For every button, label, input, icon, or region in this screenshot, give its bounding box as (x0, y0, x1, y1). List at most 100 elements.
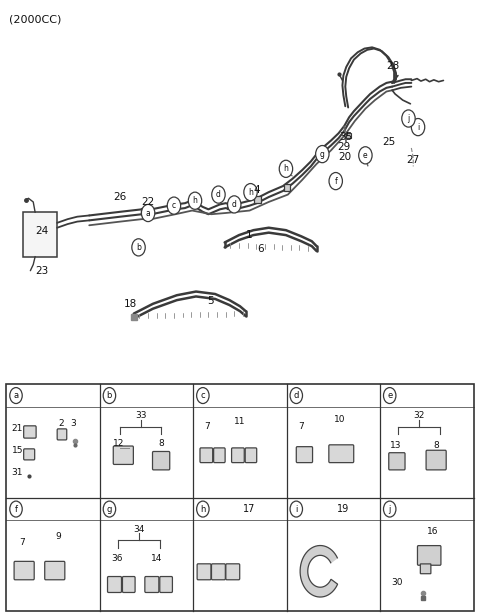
Text: 27: 27 (407, 155, 420, 165)
Text: 26: 26 (113, 192, 126, 202)
Text: 3: 3 (71, 419, 76, 428)
FancyBboxPatch shape (145, 576, 159, 592)
FancyBboxPatch shape (426, 450, 446, 470)
Text: 34: 34 (133, 525, 145, 534)
Bar (172, 202, 179, 209)
Circle shape (279, 161, 293, 177)
Text: 30: 30 (392, 577, 403, 587)
Text: h: h (192, 196, 197, 205)
Text: j: j (388, 504, 391, 514)
Text: a: a (146, 208, 151, 218)
Text: 16: 16 (427, 527, 439, 536)
Text: 21: 21 (12, 424, 23, 433)
Text: 6: 6 (257, 244, 264, 253)
Circle shape (197, 501, 209, 517)
Circle shape (142, 204, 155, 221)
Text: 10: 10 (334, 415, 345, 424)
Text: 18: 18 (124, 300, 137, 309)
Circle shape (228, 196, 241, 213)
FancyBboxPatch shape (160, 576, 172, 592)
Circle shape (244, 183, 257, 200)
Text: e: e (363, 151, 368, 160)
FancyBboxPatch shape (14, 561, 34, 580)
Text: 5: 5 (207, 296, 214, 306)
Text: d: d (232, 200, 237, 209)
Circle shape (384, 501, 396, 517)
Text: 4: 4 (253, 184, 260, 195)
FancyBboxPatch shape (420, 564, 431, 574)
Bar (23, 212, 57, 256)
Text: h: h (200, 504, 205, 514)
Text: b: b (107, 391, 112, 400)
Circle shape (359, 147, 372, 164)
Text: 36: 36 (111, 554, 123, 563)
Text: 25: 25 (383, 137, 396, 147)
Text: 24: 24 (35, 226, 48, 236)
Circle shape (10, 501, 22, 517)
FancyBboxPatch shape (108, 576, 121, 592)
Text: f: f (335, 177, 337, 186)
Circle shape (411, 119, 425, 136)
Text: 15: 15 (12, 446, 23, 455)
Bar (6, 384, 474, 611)
Text: 19: 19 (336, 504, 349, 514)
Text: 33: 33 (135, 411, 146, 421)
FancyBboxPatch shape (197, 564, 211, 580)
FancyBboxPatch shape (329, 445, 354, 462)
Text: g: g (107, 504, 112, 514)
FancyBboxPatch shape (214, 448, 225, 462)
FancyBboxPatch shape (418, 546, 441, 565)
Bar (145, 208, 152, 215)
FancyBboxPatch shape (389, 453, 405, 470)
Text: h: h (284, 164, 288, 173)
Circle shape (10, 387, 22, 403)
Text: i: i (417, 122, 419, 132)
Text: 2: 2 (59, 419, 64, 428)
Text: 28: 28 (386, 62, 400, 71)
Text: e: e (387, 391, 392, 400)
Text: c: c (201, 391, 205, 400)
Text: 29: 29 (338, 141, 351, 152)
Text: h: h (248, 188, 253, 197)
FancyBboxPatch shape (122, 576, 135, 592)
FancyBboxPatch shape (57, 429, 67, 440)
Text: a: a (13, 391, 19, 400)
Circle shape (132, 239, 145, 256)
Text: 7: 7 (19, 538, 24, 547)
Circle shape (290, 387, 302, 403)
FancyBboxPatch shape (245, 448, 257, 462)
Text: 17: 17 (243, 504, 255, 514)
Text: i: i (295, 504, 298, 514)
Text: 8: 8 (434, 440, 440, 450)
Circle shape (402, 110, 415, 127)
Text: 20: 20 (338, 151, 351, 162)
Text: 22: 22 (142, 197, 155, 207)
Bar (284, 183, 290, 191)
Circle shape (212, 186, 225, 203)
Circle shape (197, 387, 209, 403)
FancyBboxPatch shape (200, 448, 213, 462)
Circle shape (290, 501, 302, 517)
FancyBboxPatch shape (24, 449, 35, 460)
PathPatch shape (300, 546, 337, 597)
Text: 11: 11 (234, 417, 246, 426)
Bar (254, 196, 261, 203)
FancyBboxPatch shape (226, 564, 240, 580)
Circle shape (167, 197, 180, 214)
FancyBboxPatch shape (231, 448, 244, 462)
Bar (346, 133, 351, 138)
FancyBboxPatch shape (45, 561, 65, 580)
Bar (227, 202, 234, 209)
Text: 31: 31 (12, 468, 23, 477)
Text: 7: 7 (298, 423, 304, 431)
Circle shape (188, 192, 202, 209)
Text: 23: 23 (35, 266, 48, 276)
Text: 1: 1 (246, 230, 253, 240)
FancyBboxPatch shape (296, 446, 312, 462)
Circle shape (384, 387, 396, 403)
Text: b: b (136, 243, 141, 252)
Text: 32: 32 (414, 411, 425, 421)
Text: j: j (408, 114, 409, 123)
Circle shape (316, 146, 329, 163)
Text: 12: 12 (113, 438, 125, 448)
